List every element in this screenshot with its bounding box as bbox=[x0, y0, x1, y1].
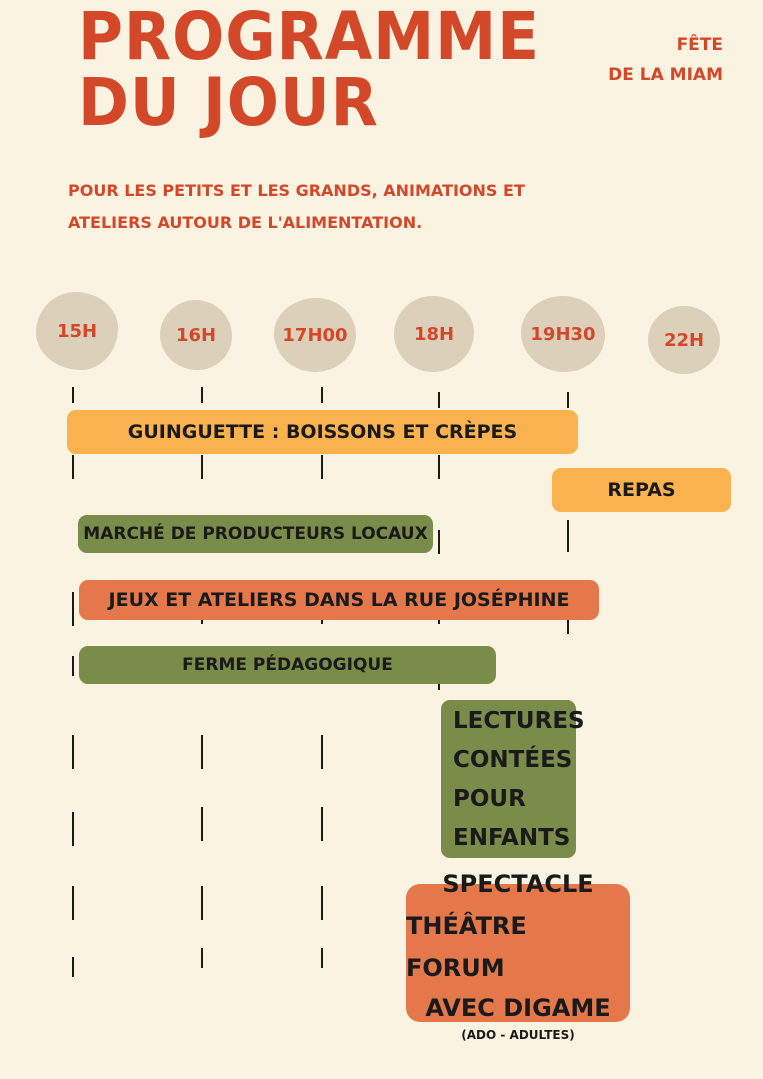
activity-guinguette: GUINGUETTE : BOISSONS ET CRÈPES bbox=[67, 410, 578, 454]
guide-tick bbox=[438, 392, 440, 408]
title-line-1: PROGRAMME bbox=[78, 0, 541, 75]
guide-tick bbox=[321, 807, 323, 841]
intro-line-2: ATELIERS AUTOUR DE L'ALIMENTATION. bbox=[68, 213, 423, 232]
guide-tick bbox=[72, 656, 74, 676]
activity-jeux: JEUX ET ATELIERS DANS LA RUE JOSÉPHINE bbox=[79, 580, 599, 620]
intro-text: POUR LES PETITS ET LES GRANDS, ANIMATION… bbox=[68, 175, 538, 239]
guide-tick bbox=[201, 455, 203, 479]
event-name: FÊTE DE LA MIAM bbox=[593, 30, 723, 90]
guide-tick bbox=[321, 387, 323, 403]
guide-tick bbox=[321, 735, 323, 769]
hour-marker-22h: 22H bbox=[648, 306, 720, 374]
spectacle-line-1: SPECTACLE bbox=[442, 870, 594, 898]
hour-marker-17h00: 17H00 bbox=[274, 298, 356, 372]
activity-marche: MARCHÉ DE PRODUCTEURS LOCAUX bbox=[78, 515, 433, 553]
guide-tick bbox=[201, 948, 203, 968]
spectacle-note: (ADO - ADULTES) bbox=[461, 1028, 575, 1042]
guide-tick bbox=[321, 948, 323, 968]
guide-tick bbox=[438, 455, 440, 479]
activity-lectures: LECTURES CONTÉES POUR ENFANTS bbox=[441, 700, 585, 858]
lectures-line-2: CONTÉES bbox=[453, 747, 573, 773]
guide-tick bbox=[567, 392, 569, 408]
event-name-line-1: FÊTE bbox=[676, 35, 723, 55]
guide-tick bbox=[72, 387, 74, 403]
guide-tick bbox=[567, 620, 569, 634]
intro-line-1: POUR LES PETITS ET LES GRANDS, ANIMATION… bbox=[68, 181, 525, 200]
spectacle-line-2: THÉÂTRE FORUM bbox=[406, 912, 527, 982]
hour-marker-16h: 16H bbox=[160, 300, 232, 370]
activity-repas: REPAS bbox=[552, 468, 731, 512]
event-name-line-2: DE LA MIAM bbox=[608, 65, 723, 85]
guide-tick bbox=[201, 387, 203, 403]
hour-marker-18h: 18H bbox=[394, 296, 474, 372]
guide-tick bbox=[438, 530, 440, 554]
guide-tick bbox=[321, 455, 323, 479]
lectures-line-3: POUR bbox=[453, 786, 526, 812]
activity-spectacle: SPECTACLE THÉÂTRE FORUM AVEC DIGAME (ADO… bbox=[406, 870, 630, 1042]
title-line-2: DU JOUR bbox=[78, 64, 379, 141]
guide-tick bbox=[201, 807, 203, 841]
spectacle-line-3: AVEC DIGAME bbox=[425, 994, 611, 1022]
hour-marker-15h: 15H bbox=[36, 292, 118, 370]
guide-tick bbox=[321, 886, 323, 920]
page-title: PROGRAMME DU JOUR bbox=[78, 4, 540, 136]
lectures-line-1: LECTURES bbox=[453, 708, 585, 734]
guide-tick bbox=[72, 957, 74, 977]
guide-tick bbox=[201, 886, 203, 920]
guide-tick bbox=[72, 735, 74, 769]
guide-tick bbox=[72, 812, 74, 846]
guide-tick bbox=[72, 592, 74, 626]
guide-tick bbox=[567, 520, 569, 552]
lectures-line-4: ENFANTS bbox=[453, 825, 571, 851]
guide-tick bbox=[72, 455, 74, 479]
activity-ferme: FERME PÉDAGOGIQUE bbox=[79, 646, 496, 684]
hour-marker-19h30: 19H30 bbox=[521, 296, 605, 372]
guide-tick bbox=[201, 735, 203, 769]
guide-tick bbox=[72, 886, 74, 920]
